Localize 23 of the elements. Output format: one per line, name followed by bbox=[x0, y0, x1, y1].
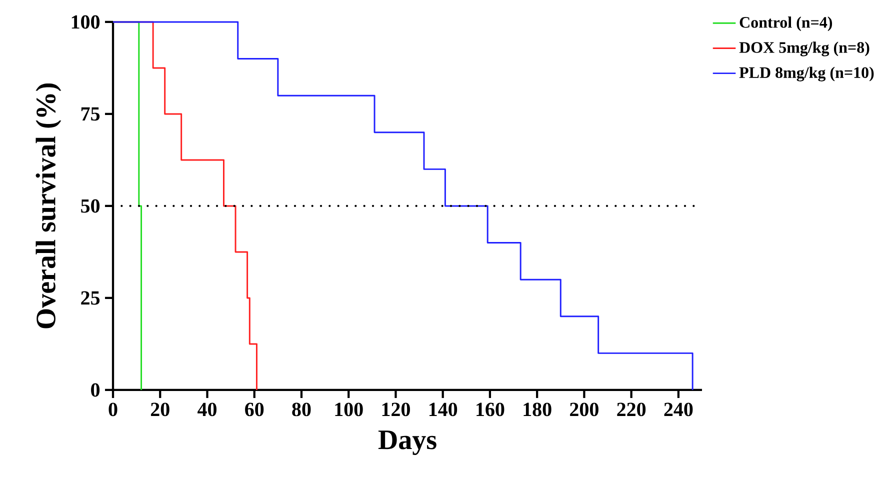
x-tick-label: 120 bbox=[382, 402, 410, 416]
x-tick-label: 220 bbox=[617, 402, 646, 416]
x-tick-label: 160 bbox=[476, 402, 504, 416]
legend-label: PLD 8mg/kg (n=10) bbox=[739, 66, 874, 82]
x-tick-label: 240 bbox=[664, 402, 693, 416]
y-axis-title: Overall survival (%) bbox=[36, 84, 62, 328]
y-tick-label: 25 bbox=[81, 291, 100, 305]
x-tick-label: 0 bbox=[108, 402, 118, 416]
y-tick-label: 0 bbox=[91, 383, 100, 397]
x-tick-label: 20 bbox=[150, 402, 170, 416]
legend-label: DOX 5mg/kg (n=8) bbox=[739, 42, 870, 56]
x-tick-label: 180 bbox=[524, 402, 552, 416]
y-tick-label: 100 bbox=[72, 15, 100, 29]
x-tick-label: 80 bbox=[292, 402, 311, 416]
x-tick-label: 140 bbox=[429, 402, 458, 416]
legend-label: Control (n=4) bbox=[740, 16, 832, 32]
x-tick-label: 60 bbox=[245, 402, 264, 416]
x-tick-label: 200 bbox=[570, 402, 598, 416]
x-tick-label: 100 bbox=[335, 402, 363, 416]
y-tick-label: 75 bbox=[81, 107, 100, 121]
x-tick-label: 40 bbox=[198, 402, 216, 416]
y-tick-label: 50 bbox=[81, 199, 100, 213]
x-axis-title: Days bbox=[378, 430, 436, 456]
